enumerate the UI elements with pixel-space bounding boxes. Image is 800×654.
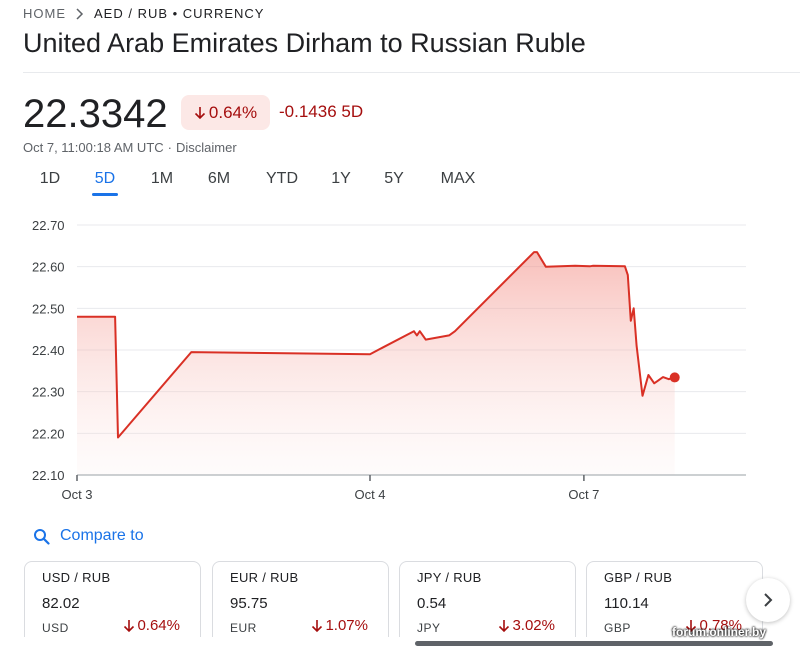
card-change: 0.78% <box>685 617 742 634</box>
card-change-value: 0.78% <box>699 617 742 634</box>
y-tick-label: 22.30 <box>32 385 65 400</box>
tab-max[interactable]: MAX <box>440 170 476 187</box>
compare-label: Compare to <box>60 527 144 544</box>
timestamp-separator: · <box>167 140 172 155</box>
change-absolute: -0.1436 5D <box>279 102 363 122</box>
y-tick-label: 22.10 <box>32 468 65 483</box>
tab-1m[interactable]: 1M <box>150 170 174 187</box>
y-tick-label: 22.50 <box>32 301 65 316</box>
arrow-down-icon <box>312 619 323 632</box>
tab-5y[interactable]: 5Y <box>384 170 404 187</box>
card-change: 0.64% <box>123 617 180 634</box>
y-tick-label: 22.20 <box>32 426 65 441</box>
currency-card-gbp-rub[interactable]: GBP / RUB 110.14 GBP 0.78% <box>586 561 763 637</box>
horizontal-scrollbar[interactable] <box>415 641 773 646</box>
card-base: JPY <box>417 621 441 635</box>
change-percent: 0.64% <box>208 102 258 122</box>
arrow-down-icon <box>124 619 135 632</box>
next-cards-button[interactable] <box>746 578 790 622</box>
card-change-value: 0.64% <box>137 617 180 634</box>
card-value: 82.02 <box>42 595 80 612</box>
current-price: 22.3342 <box>23 92 168 136</box>
card-change-value: 3.02% <box>512 617 555 634</box>
card-value: 95.75 <box>230 595 268 612</box>
card-pair: EUR / RUB <box>230 570 299 585</box>
chevron-right-icon <box>764 593 773 607</box>
currency-card-jpy-rub[interactable]: JPY / RUB 0.54 JPY 3.02% <box>399 561 576 637</box>
chevron-right-icon <box>76 7 84 20</box>
tab-6m[interactable]: 6M <box>207 170 231 187</box>
card-pair: JPY / RUB <box>417 570 482 585</box>
card-value: 0.54 <box>417 595 447 612</box>
quote-timestamp-row: Oct 7, 11:00:18 AM UTC · Disclaimer <box>23 140 237 155</box>
breadcrumb: HOME AED / RUB • CURRENCY <box>23 6 264 21</box>
card-base: EUR <box>230 621 257 635</box>
active-tab-indicator <box>92 193 118 196</box>
x-tick-label: Oct 4 <box>354 487 385 502</box>
quote-timestamp: Oct 7, 11:00:18 AM UTC <box>23 140 164 155</box>
arrow-down-icon <box>499 619 510 632</box>
tab-1d[interactable]: 1D <box>39 170 61 187</box>
watermark: forum.onliner.by <box>672 625 767 639</box>
x-tick-label: Oct 3 <box>61 487 92 502</box>
compare-to-button[interactable]: Compare to <box>33 527 144 545</box>
card-base: USD <box>42 621 69 635</box>
change-period: 5D <box>341 102 364 121</box>
y-tick-label: 22.60 <box>32 260 65 275</box>
y-tick-label: 22.40 <box>32 343 65 358</box>
price-line <box>77 251 676 439</box>
y-tick-label: 22.70 <box>32 218 65 233</box>
x-tick-label: Oct 7 <box>568 487 599 502</box>
card-pair: GBP / RUB <box>604 570 673 585</box>
price-area <box>77 252 675 475</box>
tab-ytd[interactable]: YTD <box>266 170 298 187</box>
last-price-dot <box>669 372 680 383</box>
change-abs-value: -0.1436 <box>279 102 337 121</box>
disclaimer-link[interactable]: Disclaimer <box>176 140 237 155</box>
card-pair: USD / RUB <box>42 570 111 585</box>
search-icon <box>34 528 50 545</box>
breadcrumb-home[interactable]: HOME <box>23 6 66 21</box>
tab-1y[interactable]: 1Y <box>331 170 351 187</box>
card-change: 3.02% <box>498 617 555 634</box>
price-chart[interactable]: 22.70 22.60 22.50 22.40 22.30 22.20 22.10 Oct … <box>0 210 800 510</box>
currency-card-eur-rub[interactable]: EUR / RUB 95.75 EUR 1.07% <box>212 561 389 637</box>
arrow-down-icon <box>686 619 697 632</box>
card-base: GBP <box>604 621 631 635</box>
change-percent-badge: 0.64% <box>181 95 270 130</box>
related-currency-cards: USD / RUB 82.02 USD 0.64% EUR / RUB 95.7… <box>24 561 800 637</box>
card-value: 110.14 <box>604 595 649 612</box>
card-change: 1.07% <box>311 617 368 634</box>
arrow-down-icon <box>194 106 205 119</box>
breadcrumb-current: AED / RUB • CURRENCY <box>94 6 265 21</box>
tab-5d[interactable]: 5D <box>94 170 116 187</box>
currency-card-usd-rub[interactable]: USD / RUB 82.02 USD 0.64% <box>24 561 201 637</box>
page-title: United Arab Emirates Dirham to Russian R… <box>23 28 586 58</box>
title-divider <box>23 72 800 73</box>
card-change-value: 1.07% <box>325 617 368 634</box>
